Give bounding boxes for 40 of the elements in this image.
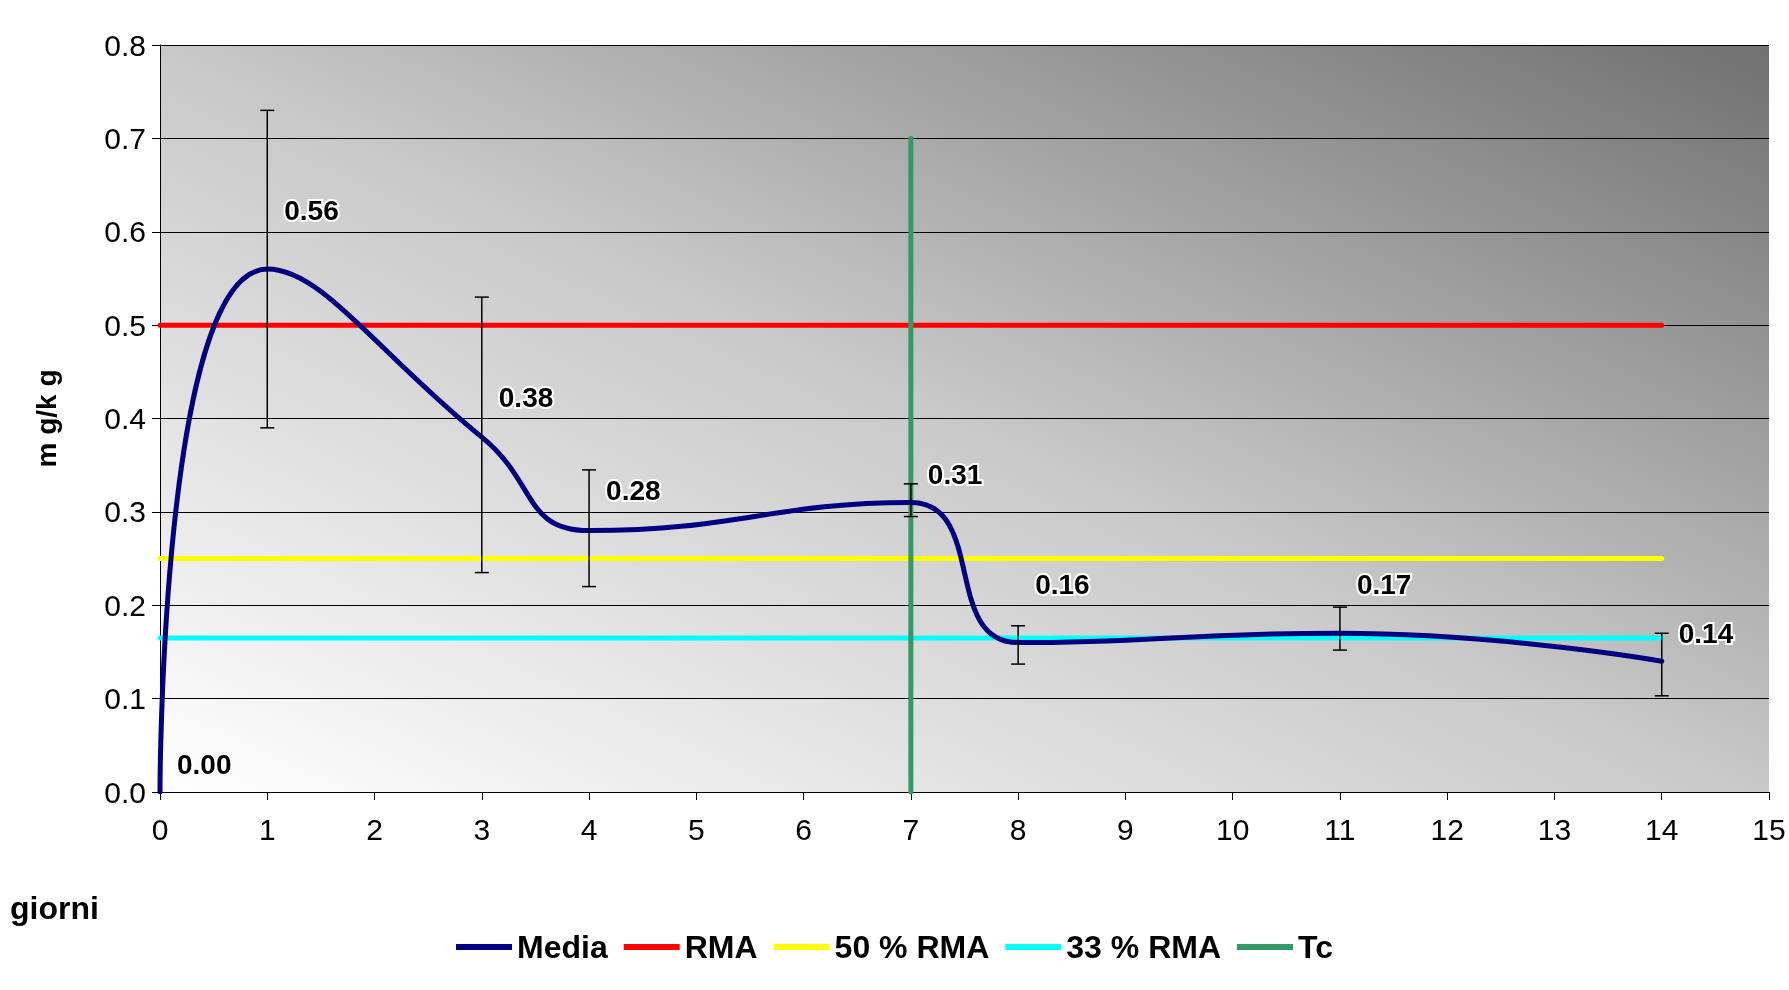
x-tick-label: 2 [366,812,383,846]
data-label: 0.14 [1678,617,1734,649]
x-tick-label: 3 [473,812,491,846]
data-label: 0.31 [927,459,983,491]
y-tick-label: 0.8 [104,28,146,62]
y-tick-label: 0.0 [104,775,146,809]
data-label: 0.17 [1356,568,1412,600]
x-tick-label: 14 [1645,812,1679,846]
y-axis-title: m g/k g [30,369,62,468]
x-tick-label: 8 [1009,812,1027,846]
y-tick-label: 0.3 [104,495,146,529]
x-tick-label: 5 [687,812,705,846]
x-tick-label: 10 [1215,812,1250,846]
x-tick-label: 9 [1117,812,1134,846]
y-tick-label: 0.6 [104,215,146,249]
legend-label: RMA [684,929,758,965]
legend-label: Tc [1298,929,1333,965]
x-tick-label: 15 [1752,812,1786,846]
x-tick-label: 13 [1537,812,1572,846]
y-tick-label: 0.4 [104,402,146,435]
data-label: 0.00 [177,748,232,780]
data-label: 0.38 [498,382,554,413]
data-label: 0.16 [1035,568,1090,600]
legend-label: 50 % RMA [834,929,990,965]
data-label: 0.28 [606,475,661,507]
x-axis-title: giorni [10,890,99,926]
x-tick-label: 1 [258,812,276,846]
x-tick-label: 6 [795,812,812,846]
y-tick-label: 0.5 [104,308,146,342]
data-label: 0.56 [284,195,339,227]
x-tick-label: 12 [1430,812,1464,846]
y-tick-label: 0.1 [104,682,146,716]
y-tick-label: 0.7 [104,121,146,155]
y-tick-label: 0.2 [104,588,146,622]
legend-label: 33 % RMA [1066,929,1221,965]
x-tick-label: 0 [151,812,169,846]
legend-label: Media [517,929,608,965]
x-tick-label: 11 [1324,812,1356,846]
x-tick-label: 7 [902,812,920,846]
x-tick-label: 4 [580,812,598,846]
